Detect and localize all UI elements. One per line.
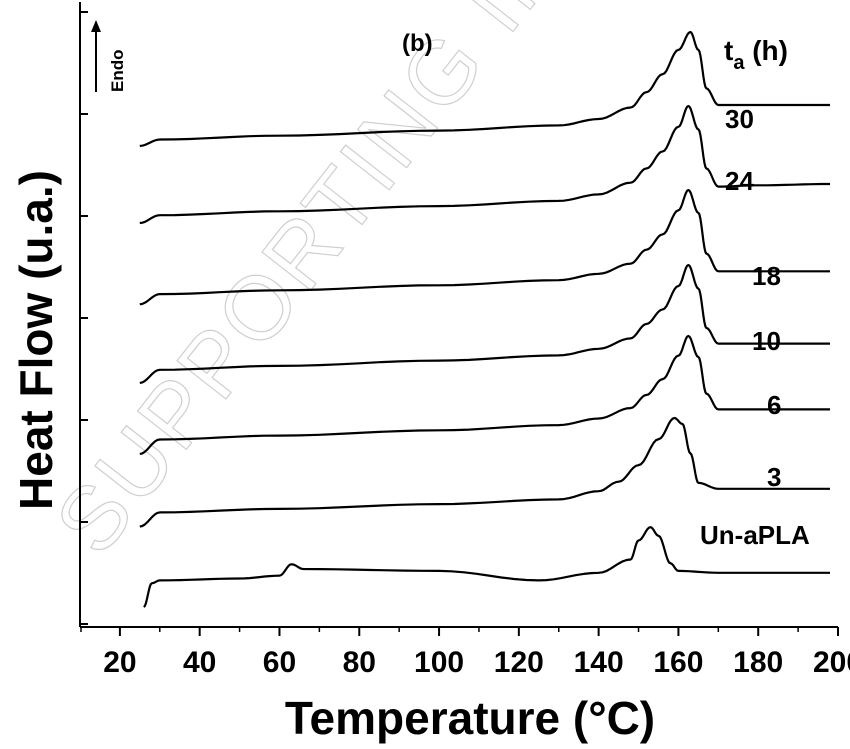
series-labels: 30 24 18 10 6 3 Un-aPLA xyxy=(700,104,810,550)
series-line-10 xyxy=(139,263,830,384)
x-tick-label: 40 xyxy=(183,646,216,679)
y-ticks xyxy=(80,11,88,625)
series-label-18: 18 xyxy=(752,261,781,291)
series-label-24: 24 xyxy=(725,166,754,196)
y-axis-title: Heat Flow (u.a.) xyxy=(10,170,62,510)
endo-label: Endo xyxy=(108,50,127,93)
series-label-30: 30 xyxy=(725,104,754,134)
series-line-6 xyxy=(139,334,830,455)
x-tick-label: 20 xyxy=(103,646,136,679)
series-label-10: 10 xyxy=(752,326,781,356)
x-tick-label: 60 xyxy=(263,646,296,679)
series-line-24 xyxy=(139,104,830,225)
series-line-18 xyxy=(139,188,830,306)
x-tick-label: 200 xyxy=(813,646,850,679)
x-ticks: 20 40 60 80 100 120 140 160 180 200 xyxy=(80,627,850,679)
x-tick-label: 140 xyxy=(574,646,624,679)
x-tick-label: 120 xyxy=(494,646,544,679)
series-label-3: 3 xyxy=(767,462,781,492)
series-line-3 xyxy=(139,416,830,528)
x-tick-label: 80 xyxy=(343,646,376,679)
endo-indicator: Endo xyxy=(91,20,127,92)
legend-title: ta (h) xyxy=(724,35,788,74)
legend-title-t: t xyxy=(724,35,733,66)
series-layer xyxy=(139,30,830,608)
x-tick-label: 180 xyxy=(733,646,783,679)
x-tick-label: 100 xyxy=(414,646,464,679)
legend-title-sub: a xyxy=(733,52,745,74)
endo-arrow-head-icon xyxy=(91,20,101,32)
series-line-30 xyxy=(139,30,830,147)
x-axis-title: Temperature (°C) xyxy=(285,692,655,744)
series-label-6: 6 xyxy=(767,390,781,420)
legend-title-unit: (h) xyxy=(744,35,788,66)
series-label-un-apla: Un-aPLA xyxy=(700,520,810,550)
series-line-un-apla xyxy=(143,526,830,608)
x-tick-label: 160 xyxy=(653,646,703,679)
panel-label: (b) xyxy=(402,30,433,57)
